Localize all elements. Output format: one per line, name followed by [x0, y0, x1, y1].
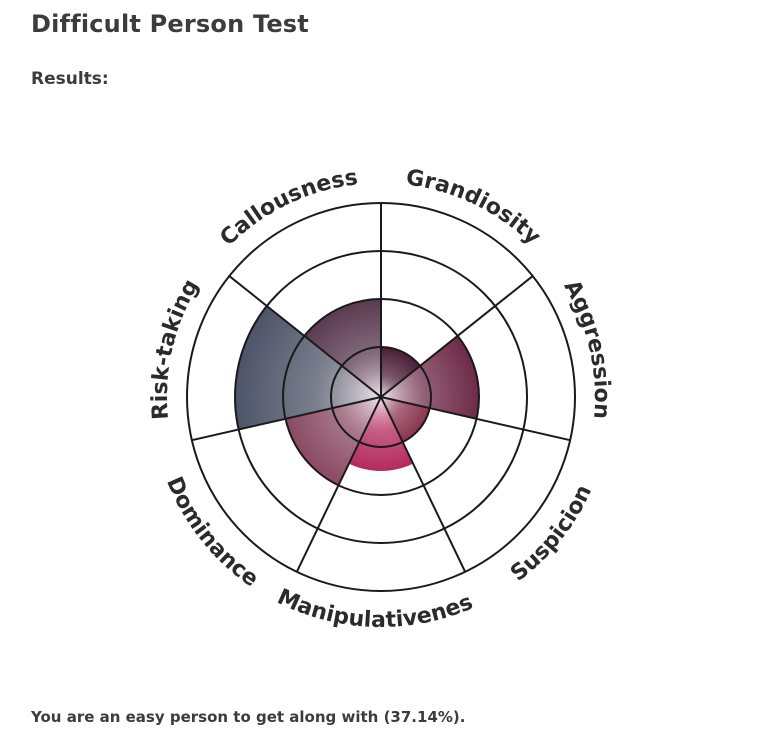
wedge-aggression: [381, 335, 479, 419]
wedge-risk-taking: [234, 305, 381, 430]
page-title: Difficult Person Test: [31, 10, 309, 38]
grid-spoke: [380, 275, 534, 398]
polar-chart: GrandiosityAggressionSuspicionManipulati…: [0, 0, 614, 633]
category-label-suspicion: Suspicion: [506, 481, 597, 586]
grid-spoke: [228, 275, 382, 398]
grid-spoke: [380, 396, 467, 573]
category-label-aggression: Aggression: [558, 276, 614, 420]
category-label-manipulativeness: Manipulativeness: [0, 0, 477, 633]
grid-spoke: [191, 396, 382, 442]
results-label: Results:: [31, 69, 109, 89]
grid-spoke: [295, 396, 382, 573]
wedge-grandiosity: [381, 347, 421, 397]
wedge-callousness: [304, 298, 381, 397]
chart-container: Grandiosity Aggression Suspicion Manipulati…: [0, 0, 614, 633]
result-summary: You are an easy person to get along with…: [31, 708, 466, 726]
grid-spoke: [380, 396, 571, 442]
wedge-manipulativeness: [348, 397, 414, 471]
category-label-risk-taking: Risk-taking: [148, 275, 204, 420]
